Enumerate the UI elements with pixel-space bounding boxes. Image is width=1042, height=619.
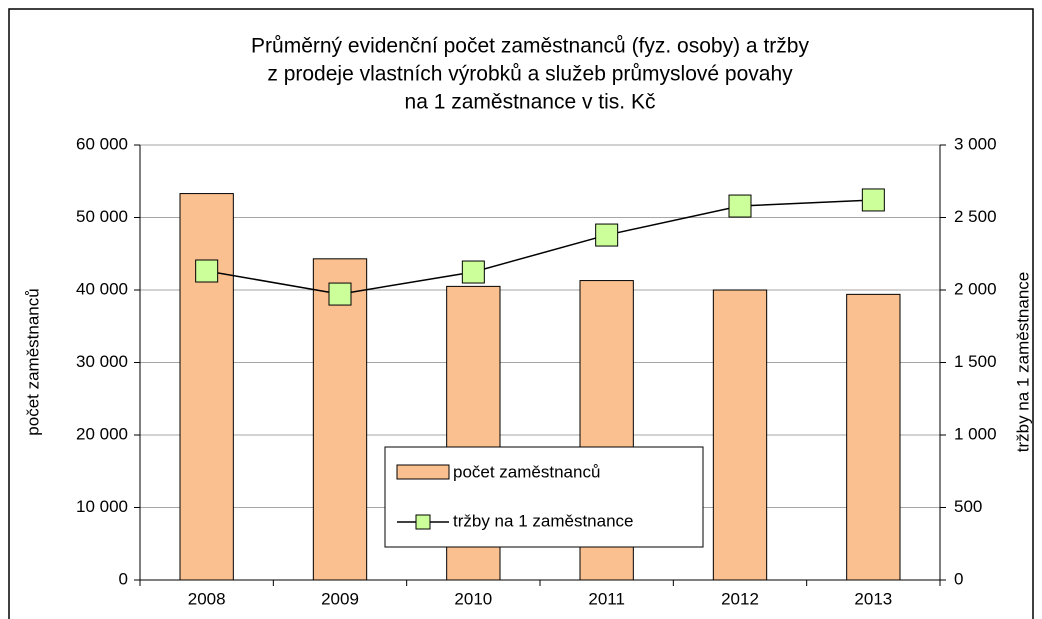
line-marker: [195, 259, 219, 283]
line-marker: [728, 194, 752, 218]
line: [206, 199, 874, 295]
y-axis-label: počet zaměstnanců: [23, 288, 42, 435]
y2-tick-label: 0: [954, 569, 963, 588]
x-tick-label: 2009: [321, 589, 359, 608]
line-marker: [861, 188, 885, 212]
line-marker: [461, 260, 485, 284]
x-tick-label: 2011: [588, 589, 625, 608]
chart-title: na 1 zaměstnance v tis. Kč: [405, 91, 656, 114]
y-tick-label: 20 000: [76, 424, 128, 443]
y-tick-label: 50 000: [76, 207, 128, 226]
legend-label: tržby na 1 zaměstnance: [453, 511, 633, 530]
y-tick-label: 0: [119, 569, 128, 588]
y2-tick-label: 1 000: [954, 424, 997, 443]
bar: [179, 193, 234, 581]
y-tick-label: 60 000: [76, 134, 128, 153]
legend-marker: [415, 514, 431, 530]
y-tick-label: 10 000: [76, 497, 128, 516]
y2-tick-label: 2 500: [954, 207, 997, 226]
bar: [312, 258, 368, 581]
y2-tick-label: 3 000: [954, 134, 997, 153]
y-tick-label: 30 000: [76, 352, 128, 371]
x-tick-label: 2008: [188, 589, 226, 608]
legend: [384, 446, 704, 548]
x-tick-label: 2013: [854, 589, 892, 608]
chart-title: z prodeje vlastních výrobků a služeb prů…: [267, 63, 793, 86]
x-tick-label: 2012: [721, 589, 759, 608]
y-tick-label: 40 000: [76, 279, 128, 298]
line-marker: [328, 282, 352, 306]
y2-axis-label: tržby na 1 zaměstnance: [1013, 272, 1032, 452]
line-marker: [595, 223, 619, 247]
y2-tick-label: 1 500: [954, 352, 997, 371]
y2-tick-label: 500: [954, 497, 982, 516]
y2-tick-label: 2 000: [954, 279, 997, 298]
legend-swatch: [396, 464, 450, 480]
bar: [846, 293, 901, 581]
legend-label: počet zaměstnanců: [453, 462, 600, 481]
bar: [712, 289, 768, 581]
x-tick-label: 2010: [454, 589, 492, 608]
chart-title: Průměrný evidenční počet zaměstnanců (fy…: [251, 35, 809, 58]
